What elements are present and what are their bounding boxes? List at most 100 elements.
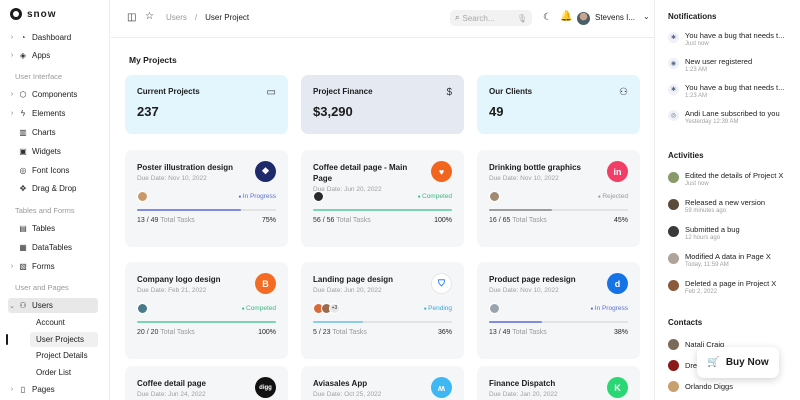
sidebar-item-charts[interactable]: › ▥ Charts [8, 125, 98, 140]
avatar [668, 199, 679, 210]
contacts-title: Contacts [668, 318, 703, 327]
sidebar-subitem-project-details[interactable]: Project Details [36, 351, 88, 360]
user-name[interactable]: Stevens I... [595, 13, 636, 22]
project-card[interactable]: Aviasales App Due Date: Oct 25, 2022 ʍ [301, 366, 464, 400]
stat-card-current-projects[interactable]: Current Projects 237 ▭ [125, 75, 288, 134]
tasks-total: 56 [326, 217, 335, 224]
sidebar-item-tables[interactable]: › ▤ Tables [8, 221, 98, 236]
progress-bar [313, 209, 452, 211]
dailymotion-icon: d [607, 273, 628, 294]
notification-text: You have a bug that needs t... [685, 83, 785, 92]
chevron-down-icon[interactable]: ⌄ [643, 12, 650, 21]
search-input[interactable]: ⌕ Search... 🎙 [450, 10, 532, 26]
task-count: 13 / 49 Total Tasks [137, 217, 195, 224]
extra-members-count[interactable]: +3 [329, 303, 340, 314]
bell-icon[interactable]: 🔔 [560, 11, 573, 22]
sidebar: snow › ◔ Dashboard › ◈ Apps User Interfa… [0, 0, 110, 400]
right-panel: Notifications ✱ You have a bug that need… [654, 0, 800, 400]
due-date: Due Date: Oct 25, 2022 [313, 391, 382, 398]
avatar[interactable] [577, 12, 590, 25]
due-date: Due Date: Jun 20, 2022 [313, 287, 382, 294]
project-card[interactable]: Product page redesign Due Date: Nov 10, 2… [477, 262, 640, 359]
breadcrumb-current: User Project [205, 13, 250, 22]
sidebar-item-pages[interactable]: › ▯ Pages [8, 382, 98, 397]
tasks-total: 49 [502, 329, 511, 336]
sidebar-toggle-icon[interactable]: ◫ [127, 12, 137, 23]
project-card[interactable]: Company logo design Due Date: Feb 21, 202… [125, 262, 288, 359]
sidebar-item-font-icons[interactable]: › ◎ Font Icons [8, 163, 98, 178]
sidebar-item-label: Drag & Drop [32, 184, 77, 193]
project-title: Aviasales App [313, 379, 368, 388]
sidebar-item-widgets[interactable]: › ▣ Widgets [8, 144, 98, 159]
chart-icon: ▥ [19, 128, 27, 137]
activities-title: Activities [668, 151, 704, 160]
users-icon: ⚇ [19, 301, 27, 310]
stat-card-project-finance[interactable]: Project Finance $3,290 $ [301, 75, 464, 134]
sidebar-item-users[interactable]: ⌄ ⚇ Users [8, 298, 98, 313]
avatar[interactable] [313, 191, 324, 202]
star-icon[interactable]: ☆ [145, 11, 154, 22]
blogger-icon: B [255, 273, 276, 294]
due-date: Due Date: Nov 10, 2022 [489, 287, 559, 294]
sidebar-subitem-order-list[interactable]: Order List [36, 368, 72, 377]
avatar[interactable] [489, 191, 500, 202]
project-title: Company logo design [137, 275, 221, 284]
project-card[interactable]: Drinking bottle graphics Due Date: Nov 10… [477, 150, 640, 247]
broadcast-icon: ◎ [668, 110, 679, 121]
notification-time: Just now [685, 41, 709, 47]
avatar[interactable] [137, 303, 148, 314]
progress-bar [137, 321, 276, 323]
sidebar-item-apps[interactable]: › ◈ Apps [8, 48, 98, 63]
avatar[interactable] [137, 191, 148, 202]
section-title-tables: Tables and Forms [15, 206, 75, 215]
stat-card-our-clients[interactable]: Our Clients 49 ⚇ [477, 75, 640, 134]
task-count: 56 / 56 Total Tasks [313, 217, 371, 224]
sidebar-item-datatables[interactable]: › ▦ DataTables [8, 240, 98, 255]
contact-name: Orlando Diggs [685, 382, 733, 391]
clients-icon: ⚇ [619, 87, 628, 98]
moon-icon[interactable]: ☾ [543, 12, 552, 23]
logo[interactable]: snow [10, 8, 57, 20]
bug-icon: ✱ [668, 84, 679, 95]
activity-text: Deleted a page in Project X [685, 279, 777, 288]
search-placeholder: Search... [462, 13, 495, 23]
buy-now-button[interactable]: 🛒 Buy Now [697, 347, 779, 378]
stat-value: 237 [137, 104, 159, 119]
due-date: Due Date: Nov 10, 2022 [137, 175, 207, 182]
sidebar-item-label: DataTables [32, 243, 73, 252]
avatar [668, 280, 679, 291]
due-date: Due Date: Feb 21, 2022 [137, 287, 207, 294]
sidebar-item-forms[interactable]: › ▧ Forms [8, 259, 98, 274]
project-card[interactable]: Landing page design Due Date: Jun 20, 202… [301, 262, 464, 359]
sidebar-item-components[interactable]: › ⬡ Components [8, 87, 98, 102]
stat-value: $3,290 [313, 104, 353, 119]
bitbucket-icon: ⛉ [431, 273, 452, 294]
avatar[interactable] [489, 303, 500, 314]
tasks-done: 56 [313, 217, 321, 224]
chevron-right-icon: › [10, 91, 14, 98]
stat-value: 49 [489, 104, 504, 119]
project-card[interactable]: Coffee detail page Due Date: Jun 24, 2022… [125, 366, 288, 400]
microphone-icon[interactable]: 🎙 [516, 13, 527, 23]
sidebar-item-elements[interactable]: › ϟ Elements [8, 106, 98, 121]
sidebar-item-label: Charts [32, 128, 56, 137]
tasks-label: Total Tasks [336, 217, 371, 224]
search-icon: ⌕ [455, 13, 460, 22]
sidebar-subitem-account[interactable]: Account [36, 318, 65, 327]
chevron-right-icon: › [10, 52, 14, 59]
buy-now-label: Buy Now [725, 357, 769, 368]
progress-fill [489, 209, 552, 211]
sidebar-subitem-user-projects[interactable]: User Projects [30, 332, 98, 347]
breadcrumb-users[interactable]: Users [166, 13, 187, 22]
move-icon: ✥ [19, 184, 27, 193]
breadcrumb: Users / User Project [166, 13, 249, 22]
widgets-icon: ▣ [19, 147, 27, 156]
project-card[interactable]: Finance Dispatch Due Date: Jan 20, 2022 K [477, 366, 640, 400]
project-card[interactable]: Coffee detail page - Main Page Due Date: … [301, 150, 464, 247]
notification-text: New user registered [685, 57, 753, 66]
sidebar-item-drag-drop[interactable]: › ✥ Drag & Drop [8, 181, 98, 196]
status-badge: Rejected [598, 193, 628, 200]
sidebar-item-dashboard[interactable]: › ◔ Dashboard [8, 30, 98, 45]
project-card[interactable]: Poster illustration design Due Date: Nov … [125, 150, 288, 247]
progress-percent: 45% [613, 217, 628, 224]
